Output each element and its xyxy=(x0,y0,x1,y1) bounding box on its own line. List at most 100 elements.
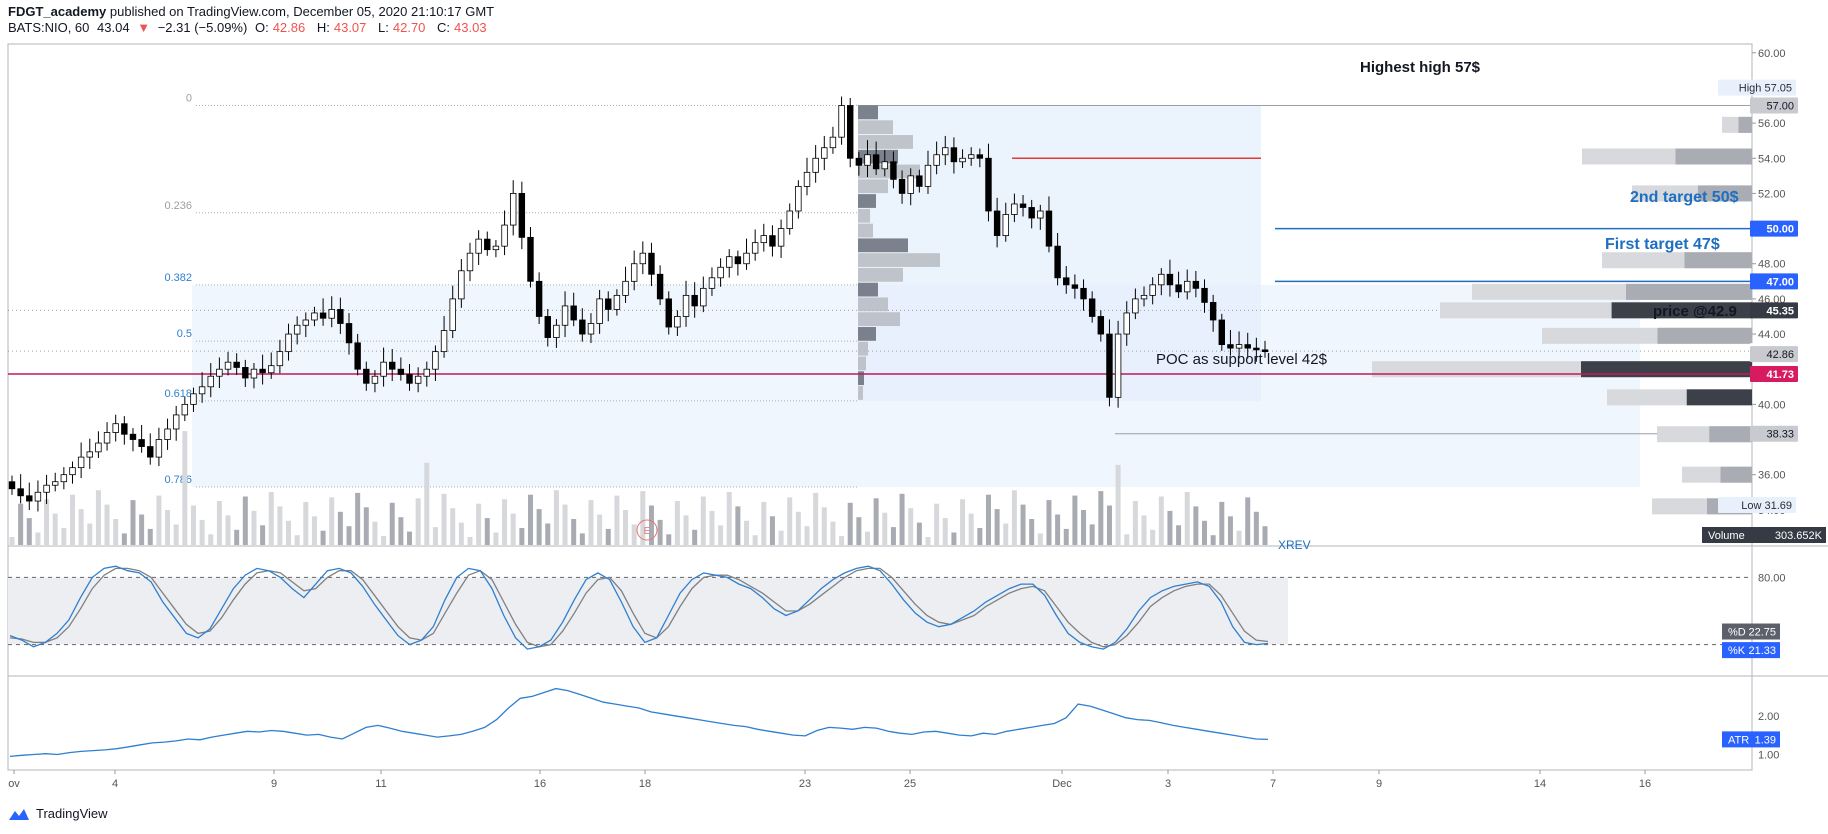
candle xyxy=(216,368,223,377)
volume-bar xyxy=(536,509,542,545)
candle xyxy=(993,210,1001,237)
candle xyxy=(622,280,629,296)
candle xyxy=(769,235,776,247)
stoch-d-line xyxy=(9,567,1269,648)
volume-bar xyxy=(467,537,473,545)
publisher-name[interactable]: FDGT_academy xyxy=(8,4,107,19)
stoch-d-badge xyxy=(1722,623,1780,640)
candle xyxy=(1140,294,1148,300)
candle xyxy=(976,154,984,159)
candle xyxy=(112,423,119,433)
candle xyxy=(1071,284,1079,289)
symbol-label[interactable]: BATS:NIO, 60 xyxy=(8,20,90,35)
candle xyxy=(17,488,24,497)
price-badge xyxy=(1750,346,1798,363)
stoch-d-value: 22.75 xyxy=(1748,627,1776,639)
candle xyxy=(812,157,819,173)
volume-bar xyxy=(890,527,896,545)
volume-bar xyxy=(1202,520,1208,545)
candle xyxy=(1132,298,1139,314)
candle xyxy=(898,178,906,194)
volume-bar xyxy=(450,508,456,545)
volume-bar xyxy=(744,520,750,545)
price-badge xyxy=(1750,365,1798,382)
x-tick-label: 9 xyxy=(1376,778,1382,790)
price-badge xyxy=(1750,302,1798,319)
volume-bar xyxy=(847,502,853,545)
candle xyxy=(579,319,586,335)
volume-bar xyxy=(562,504,568,545)
volume-bar xyxy=(260,525,266,545)
volume-bar xyxy=(795,511,801,545)
volume-bar xyxy=(692,529,698,545)
candle xyxy=(172,414,180,430)
atr-tick-label: 2.00 xyxy=(1758,711,1779,723)
volume-bar xyxy=(1227,516,1233,545)
volume-profile-bar xyxy=(858,267,903,282)
candle xyxy=(872,154,880,170)
candle xyxy=(155,439,163,458)
fib-level-label: 0.786 xyxy=(164,474,192,486)
volume-profile-bar xyxy=(1720,466,1752,483)
volume-bar xyxy=(1124,534,1130,545)
volume-bar xyxy=(1098,491,1104,545)
volume-profile-bar xyxy=(1684,252,1752,269)
volume-profile-bar xyxy=(1738,116,1752,133)
candle xyxy=(639,252,647,265)
volume-bar xyxy=(527,494,533,545)
volume-bar xyxy=(415,498,421,545)
volume-profile-bar xyxy=(1626,283,1752,300)
volume-bar xyxy=(165,510,171,545)
atr-badge xyxy=(1722,731,1780,748)
last-price: 43.04 xyxy=(97,20,130,35)
volume-bar xyxy=(1184,492,1190,545)
candle xyxy=(1088,298,1096,317)
volume-bar xyxy=(510,513,516,545)
candle xyxy=(458,270,465,300)
fib-level-label: 0.382 xyxy=(164,272,192,284)
price-badge xyxy=(1750,97,1798,114)
price-badge-label: 47.00 xyxy=(1766,276,1794,288)
candle xyxy=(26,495,33,502)
volume-bar xyxy=(1236,530,1242,545)
volume-bar xyxy=(934,503,940,545)
volume-bar xyxy=(1253,511,1259,545)
volume-bar xyxy=(381,536,387,545)
volume-bar xyxy=(476,503,482,545)
volume-bar xyxy=(623,510,629,545)
candle xyxy=(432,351,439,370)
stoch-k-label: %K xyxy=(1728,645,1746,657)
candle xyxy=(181,403,189,416)
volume-bar xyxy=(1262,526,1268,545)
footer-brand[interactable]: TradingView xyxy=(8,806,108,821)
candle xyxy=(630,263,638,282)
volume-profile-bar xyxy=(858,282,878,297)
candle xyxy=(406,374,413,384)
volume-bar xyxy=(968,513,974,545)
volume-badge-label: Volume xyxy=(1708,530,1745,542)
volume-bar xyxy=(286,520,292,545)
volume-profile-bar xyxy=(858,120,893,135)
price-badge-label: 38.33 xyxy=(1766,429,1794,441)
fib-level-label: 0 xyxy=(186,93,192,105)
volume-bar xyxy=(648,505,654,545)
footer-brand-text: TradingView xyxy=(36,806,108,821)
atr-line xyxy=(9,687,1269,758)
fib-level-label: 0.5 xyxy=(177,328,192,340)
candle xyxy=(138,439,145,447)
volume-bar xyxy=(718,525,724,545)
volume-bar xyxy=(588,500,594,545)
volume-bar xyxy=(104,504,110,545)
x-tick-label: 14 xyxy=(1534,778,1546,790)
volume-bar xyxy=(1132,501,1138,545)
x-tick-label: 23 xyxy=(799,778,811,790)
candle xyxy=(561,305,569,326)
candle xyxy=(527,236,534,282)
candle xyxy=(268,365,275,374)
atr-tick-label: 1.00 xyxy=(1758,750,1779,762)
price-badge-label: 41.73 xyxy=(1766,369,1794,381)
volume-profile-bar xyxy=(858,297,888,312)
stoch-k-value: 21.33 xyxy=(1748,645,1776,657)
volume-profile-bar xyxy=(1611,302,1752,319)
